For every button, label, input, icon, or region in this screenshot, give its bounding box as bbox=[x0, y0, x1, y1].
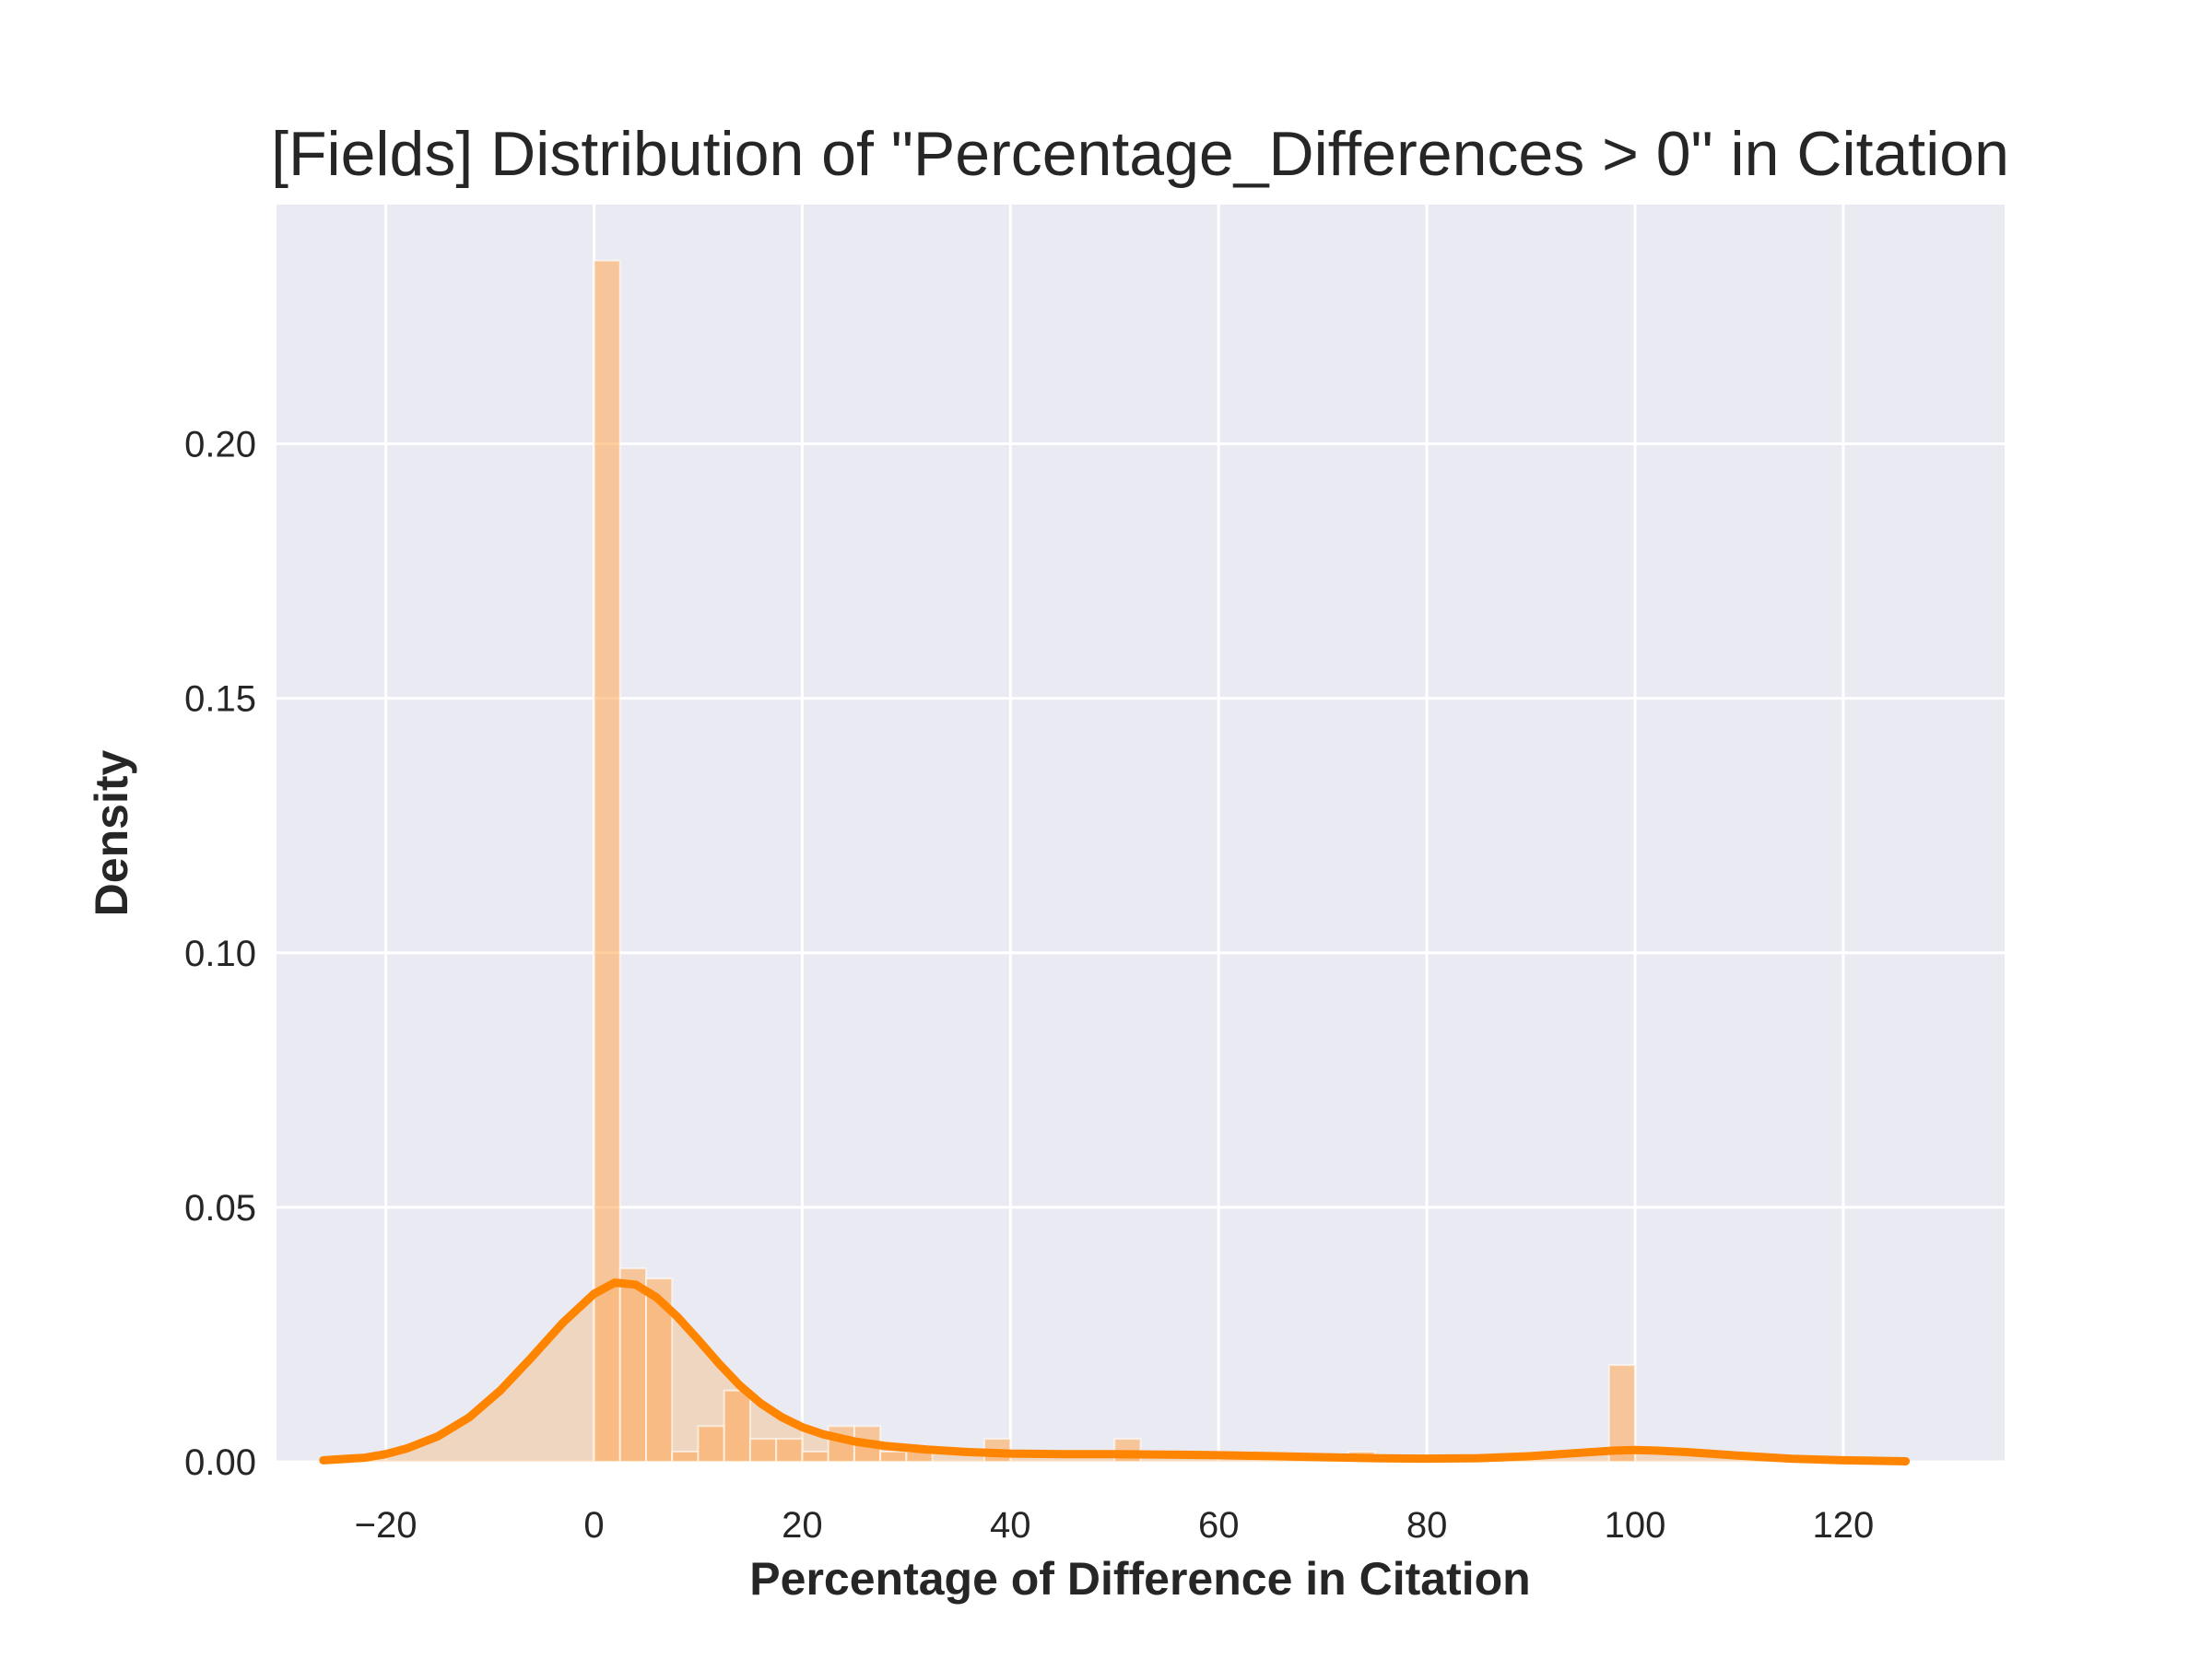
y-tick-label: 0.10 bbox=[184, 934, 256, 974]
histogram-bar bbox=[697, 1425, 725, 1463]
y-axis-label: Density bbox=[86, 750, 137, 917]
chart-title: [Fields] Distribution of "Percentage_Dif… bbox=[271, 119, 2009, 189]
x-axis-label: Percentage of Difference in Citation bbox=[749, 1553, 1530, 1605]
histogram-bar bbox=[618, 1267, 647, 1463]
x-axis-ticks: −20 0 20 40 60 80 100 120 bbox=[355, 1505, 1875, 1546]
x-tick-label: 40 bbox=[990, 1505, 1031, 1546]
histogram-bar bbox=[801, 1450, 830, 1463]
histogram-bar bbox=[723, 1389, 751, 1463]
x-tick-label: 80 bbox=[1406, 1505, 1448, 1546]
y-tick-label: 0.15 bbox=[184, 679, 256, 720]
x-tick-label: 100 bbox=[1605, 1505, 1666, 1546]
histogram-bar bbox=[748, 1438, 778, 1463]
x-tick-label: 60 bbox=[1198, 1505, 1240, 1546]
histogram-bars bbox=[593, 259, 1637, 1463]
x-tick-label: −20 bbox=[355, 1505, 418, 1546]
plot-area bbox=[276, 205, 2005, 1462]
histogram-bar bbox=[671, 1450, 700, 1463]
x-tick-label: 0 bbox=[583, 1505, 604, 1546]
histogram-bar bbox=[593, 259, 621, 1463]
x-tick-label: 20 bbox=[782, 1505, 823, 1546]
kde-fill-layer bbox=[323, 1282, 1906, 1462]
y-tick-label: 0.20 bbox=[184, 425, 256, 465]
kde-line-layer bbox=[319, 1278, 1911, 1465]
histogram-bar bbox=[775, 1438, 804, 1463]
y-tick-label: 0.00 bbox=[184, 1442, 256, 1483]
histogram-bar bbox=[1607, 1364, 1637, 1463]
kde-fill bbox=[323, 1282, 1906, 1462]
y-tick-label: 0.05 bbox=[184, 1188, 256, 1229]
kde-line bbox=[319, 1278, 1911, 1465]
y-axis-ticks: 0.00 0.05 0.10 0.15 0.20 bbox=[184, 425, 256, 1483]
histogram-bar bbox=[879, 1450, 908, 1463]
x-tick-label: 120 bbox=[1813, 1505, 1875, 1546]
